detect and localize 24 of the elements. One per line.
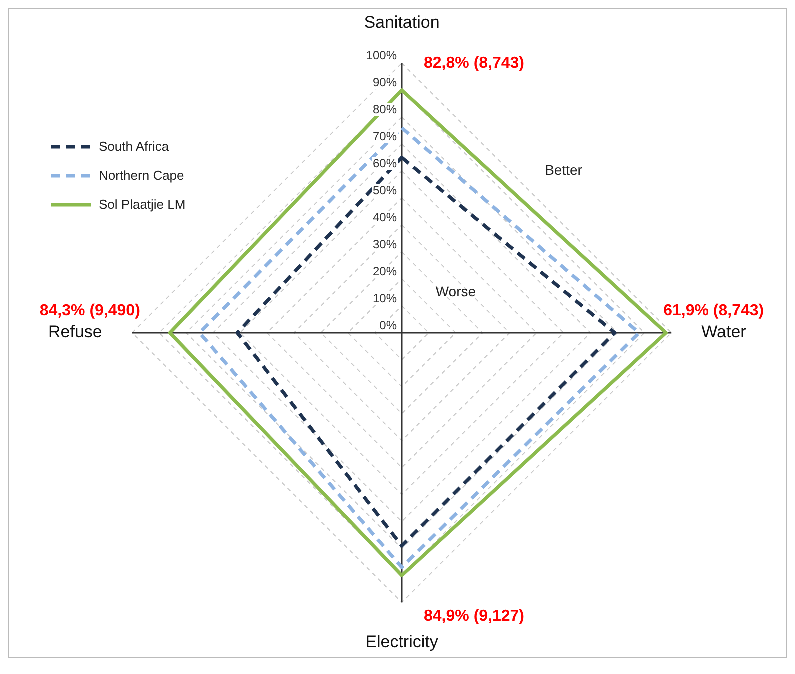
text: 84,9% (9,127) [424, 608, 525, 626]
y-tick-label: 40% [372, 210, 398, 224]
y-tick-label: 100% [366, 48, 398, 63]
legend-label: Northern Cape [99, 168, 184, 183]
spoke-label: Sanitation [364, 12, 440, 32]
text: 84,3% (9,490) [40, 302, 140, 320]
spoke-label: Refuse [48, 322, 102, 342]
spoke-label: Electricity [366, 632, 439, 652]
y-tick-label: 0% [380, 318, 398, 332]
y-tick-label: 60% [372, 156, 398, 171]
text: 61,9% (8,743) [664, 302, 764, 320]
y-tick-label: 20% [372, 264, 398, 278]
y-tick-label: 90% [372, 76, 398, 90]
y-tick-label: 70% [372, 130, 398, 144]
y-tick-label: 30% [372, 237, 398, 252]
spoke-label: Water [702, 322, 747, 342]
text: Worse [436, 283, 476, 300]
y-tick-label: 10% [372, 291, 398, 306]
y-tick-label: 80% [372, 102, 398, 117]
legend-label: South Africa [99, 139, 170, 154]
text: Better [545, 162, 583, 178]
legend-label: Sol Plaatjie LM [99, 197, 186, 212]
y-tick-label: 50% [372, 184, 398, 198]
text: 82,8% (8,743) [424, 54, 525, 72]
